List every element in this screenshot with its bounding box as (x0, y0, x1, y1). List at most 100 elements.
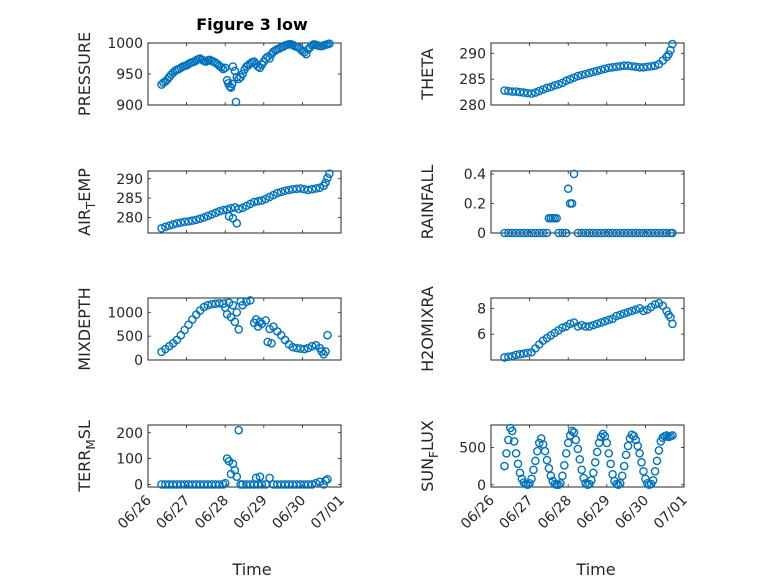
data-point (238, 69, 247, 79)
data-point (261, 54, 271, 63)
data-point (531, 456, 540, 466)
y-tick-label: 290 (459, 46, 486, 62)
y-tick-label: 0 (477, 478, 486, 494)
data-point (616, 310, 625, 320)
data-point (311, 184, 321, 193)
y-tick-label: 0.4 (464, 167, 486, 183)
data-point (288, 342, 298, 352)
subplot-top-right: 280 285 290 THETA (418, 39, 685, 114)
data-point (230, 317, 240, 327)
data-point (245, 296, 255, 305)
data-point (668, 431, 677, 440)
y-tick-label: 280 (459, 98, 486, 114)
y-axis-label: MIXDEPTH (75, 287, 94, 370)
data-point (614, 480, 623, 490)
data-point (301, 49, 311, 59)
data-point (157, 224, 166, 233)
data-point (600, 64, 610, 74)
data-point (616, 478, 625, 488)
data-point (265, 473, 274, 483)
data-point (561, 76, 571, 86)
data-point (575, 455, 585, 464)
data-point (592, 319, 602, 329)
data-point (321, 178, 330, 187)
data-point (648, 475, 658, 485)
data-point (265, 54, 274, 63)
data-point (668, 228, 677, 238)
subplot-third-right: 6 8 H2OMIXRA (418, 286, 685, 372)
data-point (662, 431, 671, 440)
data-point (604, 449, 614, 458)
data-point (544, 464, 554, 473)
data-point (538, 85, 548, 94)
data-point (249, 197, 259, 207)
data-point (556, 478, 565, 488)
data-point (220, 478, 230, 488)
data-point (563, 438, 573, 448)
data-point (500, 353, 509, 362)
axes-frame (490, 170, 685, 234)
data-point (554, 80, 563, 89)
data-point (303, 185, 313, 195)
data-point (552, 213, 561, 223)
data-point (161, 222, 170, 232)
data-point (573, 71, 583, 81)
data-point (619, 461, 629, 471)
data-point (515, 349, 525, 359)
data-point (211, 208, 220, 218)
data-point (509, 437, 519, 446)
y-tick-label: 290 (116, 172, 143, 188)
data-point (273, 188, 282, 198)
data-point (215, 480, 224, 489)
data-point (577, 465, 587, 475)
data-point (654, 446, 664, 455)
data-point (635, 449, 644, 458)
data-point (220, 63, 230, 73)
y-axis-label: AIRTEMP (75, 168, 98, 236)
y-tick-label: 280 (116, 211, 143, 227)
y-tick-label: 100 (116, 452, 143, 468)
data-point (664, 50, 673, 59)
data-point (637, 458, 646, 467)
data-point (232, 219, 242, 228)
data-point (652, 456, 662, 466)
data-point (592, 66, 602, 76)
data-point (188, 216, 197, 225)
data-point (641, 474, 650, 484)
data-point (561, 449, 571, 458)
data-point (232, 308, 242, 317)
data-point (592, 447, 602, 457)
data-point (579, 473, 588, 483)
data-point (581, 69, 590, 79)
data-point (184, 217, 193, 226)
data-point (218, 64, 228, 74)
data-point (323, 330, 332, 340)
data-point (558, 323, 567, 333)
data-point (226, 83, 236, 92)
data-point (569, 428, 579, 437)
data-point (550, 81, 559, 90)
data-point (321, 476, 330, 485)
data-point (511, 449, 521, 458)
y-tick-label: 1000 (107, 305, 143, 321)
y-tick-label: 285 (116, 191, 143, 207)
data-point (307, 341, 317, 351)
data-point (311, 478, 321, 488)
data-point (588, 67, 598, 77)
data-point (588, 468, 598, 478)
data-point (633, 441, 642, 451)
data-point (569, 73, 579, 82)
data-point (560, 461, 569, 470)
data-point (598, 429, 608, 439)
data-point (554, 480, 563, 490)
data-point (529, 465, 538, 475)
data-point (228, 300, 238, 310)
data-point (585, 322, 594, 331)
data-point (623, 441, 633, 451)
data-point (604, 315, 614, 325)
data-point (523, 348, 532, 358)
data-point (195, 214, 205, 223)
data-point (542, 228, 552, 238)
data-point (567, 199, 577, 208)
